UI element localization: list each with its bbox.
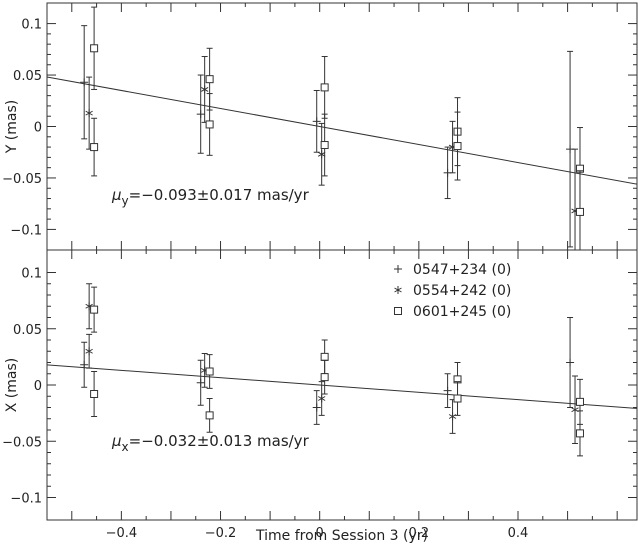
y-tick-label: 0.05 <box>13 69 42 84</box>
y-axis-label-y: Y (mas) <box>4 100 20 154</box>
y-tick-label: 0 <box>34 379 42 394</box>
rate-annotation-y: μy=−0.093±0.017 mas/yr <box>111 186 310 208</box>
y-tick-label: −0.1 <box>10 223 42 238</box>
data-point-plus <box>566 358 575 367</box>
data-point-asterisk <box>85 109 93 118</box>
data-point-square <box>90 390 99 398</box>
data-point-asterisk <box>85 347 93 356</box>
x-tick-label: 0.4 <box>508 526 529 541</box>
data-point-asterisk <box>571 405 579 414</box>
data-point-plus <box>80 78 89 87</box>
data-point-asterisk <box>448 412 457 421</box>
data-point-square <box>205 120 214 129</box>
x-axis-label: Time from Session 3 (yr) <box>255 528 428 544</box>
y-tick-label: 0.1 <box>21 267 42 282</box>
data-point-square <box>575 429 584 438</box>
data-point-square <box>205 411 214 420</box>
data-point-plus <box>443 386 452 395</box>
data-point-square <box>320 83 329 92</box>
panel-y-offset: −0.1 −0.05 0 0.05 0.1 Y (mas) μy=−0.093±0.017 … <box>2 2 638 251</box>
y-axis-label-x: X (mas) <box>4 358 20 412</box>
legend-marker-asterisk <box>394 286 402 294</box>
data-point-plus <box>80 360 89 369</box>
data-point-plus <box>312 403 321 412</box>
plot-frame-x <box>46 249 638 521</box>
data-point-plus <box>312 117 321 126</box>
data-point-square <box>320 352 329 361</box>
legend-label: 0547+234 (0) <box>413 262 511 278</box>
data-point-square <box>320 141 329 150</box>
x-tick-label: −0.2 <box>205 526 237 541</box>
legend-marker-square <box>394 307 402 315</box>
x-tick-label: 0.2 <box>409 526 430 541</box>
x-tick-label: 0 <box>316 526 324 541</box>
plot-frame-y <box>46 2 638 251</box>
y-tick-label: 0.05 <box>13 323 42 338</box>
data-point-asterisk <box>317 150 326 159</box>
y-tick-label: 0 <box>34 121 42 136</box>
legend-marker-plus <box>394 265 402 273</box>
legend-label: 0554+242 (0) <box>413 283 511 299</box>
data-point-plus <box>196 110 205 119</box>
fit-line-x <box>46 364 638 409</box>
data-point-square <box>90 143 99 152</box>
legend: 0547+234 (0) 0554+242 (0) 0601+245 (0) <box>394 262 511 320</box>
fit-line-y <box>46 76 638 185</box>
data-point-square <box>205 75 214 84</box>
legend-label: 0601+245 (0) <box>413 304 511 320</box>
data-point-square <box>453 142 462 151</box>
data-point-square <box>453 394 462 403</box>
panel-x-offset: −0.1 −0.05 0 0.05 0.1 X (mas) μx=−0.032±0.013 … <box>2 249 638 521</box>
data-point-square <box>575 207 584 216</box>
data-point-square <box>90 305 99 314</box>
data-point-square <box>575 397 584 406</box>
rate-annotation-x: μx=−0.032±0.013 mas/yr <box>111 432 310 454</box>
data-point-asterisk <box>317 394 326 403</box>
x-tick-label: −0.4 <box>106 526 138 541</box>
y-tick-label: −0.05 <box>2 172 42 187</box>
data-point-square <box>90 44 99 53</box>
data-point-asterisk <box>200 85 209 94</box>
data-point-plus <box>196 378 205 387</box>
y-tick-label: −0.1 <box>10 492 42 507</box>
data-point-square <box>320 373 329 382</box>
y-tick-label: 0.1 <box>21 18 42 33</box>
data-point-square <box>205 367 214 376</box>
error-bar <box>572 148 579 250</box>
y-tick-label: −0.05 <box>2 435 42 450</box>
